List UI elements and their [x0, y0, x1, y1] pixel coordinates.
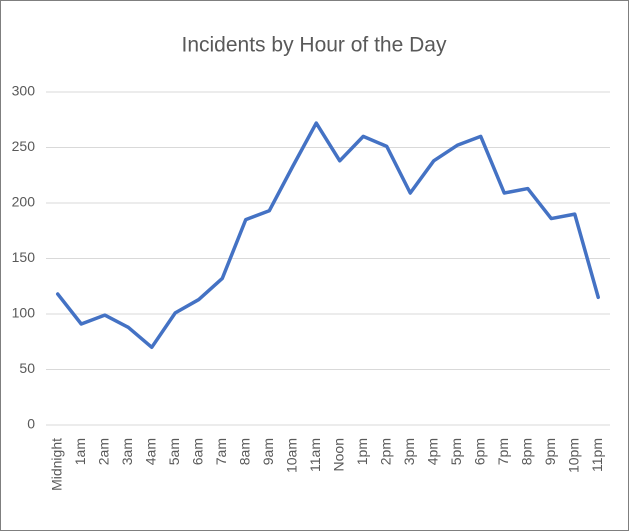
x-tick-label: 7am: [213, 438, 229, 465]
x-tick-label: 6am: [189, 438, 205, 465]
x-tick-label: 11am: [307, 438, 323, 472]
y-tick-label: 250: [12, 138, 36, 154]
y-tick-label: 300: [12, 83, 36, 99]
x-tick-label: Noon: [330, 438, 346, 471]
x-tick-label: Midnight: [48, 438, 64, 491]
x-tick-label: 7pm: [495, 438, 511, 465]
x-tick-label: 11pm: [589, 438, 605, 472]
y-tick-label: 200: [12, 194, 36, 210]
x-tick-label: 3pm: [401, 438, 417, 465]
x-tick-label: 9pm: [542, 438, 558, 465]
x-tick-label: 6pm: [471, 438, 487, 465]
y-tick-label: 0: [27, 416, 35, 432]
x-tick-label: 8am: [236, 438, 252, 465]
x-tick-label: 9am: [260, 438, 276, 465]
x-tick-label: 5pm: [448, 438, 464, 465]
x-tick-label: 8pm: [518, 438, 534, 465]
y-tick-label: 150: [12, 249, 36, 265]
x-tick-label: 2pm: [377, 438, 393, 465]
y-tick-label: 50: [19, 360, 35, 376]
x-tick-label: 4am: [142, 438, 158, 465]
x-tick-label: 4pm: [424, 438, 440, 465]
x-tick-label: 2am: [95, 438, 111, 465]
line-series: [56, 121, 600, 350]
y-tick-label: 100: [12, 305, 36, 321]
x-tick-label: 1am: [72, 438, 88, 465]
x-tick-label: 10am: [283, 438, 299, 473]
x-tick-label: 5am: [166, 438, 182, 465]
x-tick-label: 3am: [119, 438, 135, 465]
x-tick-label: 1pm: [354, 438, 370, 465]
chart-title: Incidents by Hour of the Day: [182, 34, 447, 57]
x-tick-label: 10pm: [565, 438, 581, 473]
